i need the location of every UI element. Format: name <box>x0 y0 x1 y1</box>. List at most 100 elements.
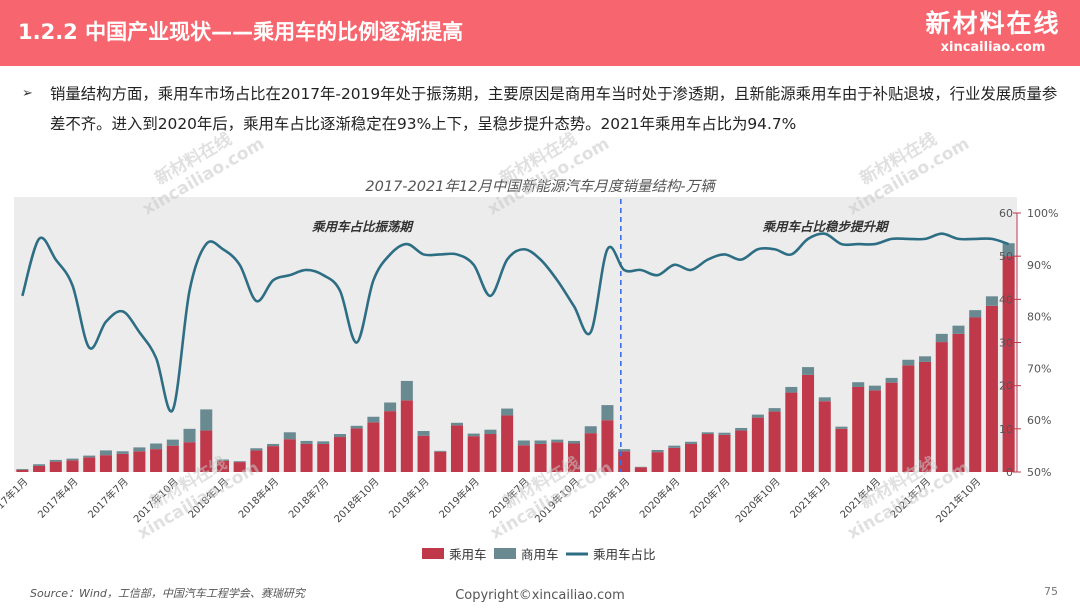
bar-commercial <box>99 450 112 456</box>
bar-commercial <box>701 432 714 435</box>
bar-passenger <box>935 342 948 472</box>
bar-commercial <box>534 440 547 444</box>
bar-passenger <box>283 439 296 472</box>
left-axis-tick-label: 40 <box>999 293 1013 306</box>
bar-commercial <box>317 441 330 444</box>
right-axis-tick-label: 60% <box>1027 414 1051 427</box>
source-note: Source：Wind，工信部，中国汽车工程学会、赛瑞研究 <box>30 587 305 600</box>
legend-swatch-commercial <box>494 548 516 559</box>
bar-passenger <box>350 428 363 472</box>
bar-passenger <box>634 467 647 472</box>
bar-commercial <box>417 430 430 436</box>
bar-commercial <box>200 409 213 431</box>
bar-passenger <box>802 374 815 472</box>
bar-passenger <box>885 382 898 472</box>
arrow-bullet-icon: ➢ <box>22 86 33 101</box>
bar-commercial <box>952 325 965 334</box>
legend-swatch-passenger <box>422 548 444 559</box>
bar-commercial <box>434 450 447 452</box>
x-tick-label: 2017年1月 <box>0 475 30 521</box>
bar-passenger <box>1002 256 1015 472</box>
bar-passenger <box>534 443 547 472</box>
header-bar: 1.2.2 中国产业现状——乘用车的比例逐渐提高 新材料在线 xincailia… <box>0 0 1080 66</box>
summary-bullet: ➢ 销量结构方面，乘用车市场占比在2017年-2019年处于振荡期，主要原因是商… <box>22 79 1070 139</box>
bar-passenger <box>818 401 831 472</box>
bar-commercial <box>501 408 514 416</box>
bar-passenger <box>751 417 764 472</box>
bar-commercial <box>367 416 380 423</box>
bar-commercial <box>852 382 865 387</box>
bar-passenger <box>166 445 179 472</box>
right-axis-tick-label: 70% <box>1027 362 1051 375</box>
bar-passenger <box>250 450 263 472</box>
bar-commercial <box>567 440 581 444</box>
x-tick-label: 2021年1月 <box>787 475 833 521</box>
x-tick-label: 2018年10月 <box>331 475 381 525</box>
copyright: Copyright©xincailiao.com <box>455 588 625 603</box>
bar-passenger <box>735 430 748 472</box>
bar-passenger <box>651 452 664 472</box>
page-number: 75 <box>1044 585 1058 598</box>
bar-commercial <box>49 459 62 462</box>
bar-passenger <box>785 392 798 472</box>
bar-passenger <box>49 461 62 472</box>
bar-commercial <box>919 356 932 362</box>
left-axis-tick-label: 10 <box>999 423 1013 436</box>
x-tick-label: 2019年1月 <box>386 475 432 521</box>
bar-passenger <box>567 443 581 472</box>
bar-commercial <box>233 461 246 463</box>
bar-passenger <box>133 451 146 472</box>
legend-label: 乘用车占比 <box>593 547 656 562</box>
left-axis-tick-label: 30 <box>999 337 1013 350</box>
bar-passenger <box>985 305 998 472</box>
bar-commercial <box>935 333 948 343</box>
bar-passenger <box>517 445 530 472</box>
bar-commercial <box>116 451 129 454</box>
bar-passenger <box>183 442 196 472</box>
bar-commercial <box>551 439 564 443</box>
bar-passenger <box>601 420 614 472</box>
bar-commercial <box>283 432 296 440</box>
logo-url: xincailiao.com <box>940 40 1046 55</box>
x-tick-label: 2020年4月 <box>637 475 683 521</box>
bar-commercial <box>83 455 96 458</box>
bar-passenger <box>902 365 915 472</box>
bar-passenger <box>501 415 514 472</box>
bar-passenger <box>384 411 397 472</box>
bar-passenger <box>317 443 330 472</box>
left-axis-tick-label: 20 <box>999 380 1013 393</box>
bar-passenger <box>718 434 731 472</box>
bar-passenger <box>150 449 163 472</box>
bar-commercial <box>333 434 346 438</box>
bar-passenger <box>333 437 346 472</box>
bar-commercial <box>166 439 179 446</box>
chart-title: 2017-2021年12月中国新能源汽车月度销量结构-万辆 <box>365 179 715 195</box>
bar-commercial <box>484 429 497 435</box>
bar-commercial <box>651 449 664 453</box>
bar-commercial <box>133 447 146 452</box>
bar-commercial <box>250 448 263 451</box>
bar-passenger <box>835 428 848 472</box>
bar-commercial <box>467 433 480 437</box>
page-title: 1.2.2 中国产业现状——乘用车的比例逐渐提高 <box>18 20 464 44</box>
x-tick-label: 2017年4月 <box>35 475 81 521</box>
bar-passenger <box>367 422 380 472</box>
bar-passenger <box>551 442 564 472</box>
line-passenger-share <box>21 232 1010 413</box>
bar-passenger <box>584 433 597 472</box>
bar-commercial <box>584 426 597 434</box>
left-axis-tick-label: 50 <box>999 250 1013 263</box>
right-axis-tick-label: 100% <box>1027 207 1058 220</box>
bar-passenger <box>701 434 714 472</box>
bar-commercial <box>802 367 815 375</box>
bar-passenger <box>467 436 480 472</box>
left-axis-tick-label: 60 <box>999 207 1013 220</box>
bar-passenger <box>300 443 313 472</box>
summary-text: 销量结构方面，乘用车市场占比在2017年-2019年处于振荡期，主要原因是商用车… <box>50 85 1058 133</box>
bar-passenger <box>618 451 631 472</box>
bar-passenger <box>99 455 112 472</box>
x-tick-label: 2018年7月 <box>286 475 332 521</box>
bar-commercial <box>400 380 413 401</box>
bar-passenger <box>852 386 865 472</box>
